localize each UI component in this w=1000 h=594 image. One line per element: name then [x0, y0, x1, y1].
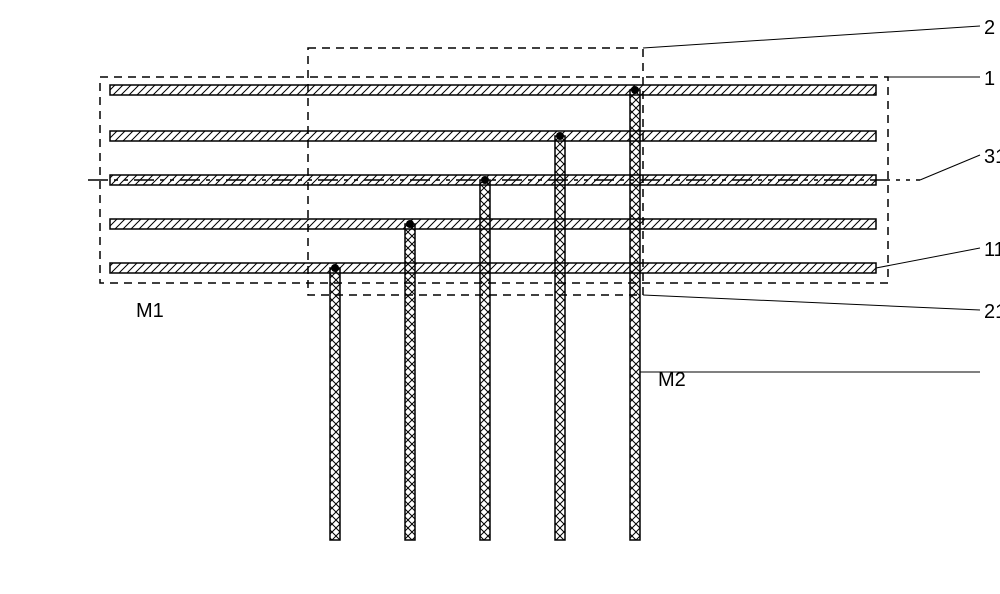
callout-label: M1 [136, 300, 164, 323]
callout-label: 21 [984, 301, 1000, 324]
callout-label: M2 [658, 369, 686, 392]
callout-label: 31 [984, 146, 1000, 169]
callout-label: 2 [984, 17, 995, 40]
callout-label: 1 [984, 68, 995, 91]
callout-label: 11 [984, 239, 1000, 262]
diagram-canvas: 21311121M1M2 [0, 0, 1000, 594]
